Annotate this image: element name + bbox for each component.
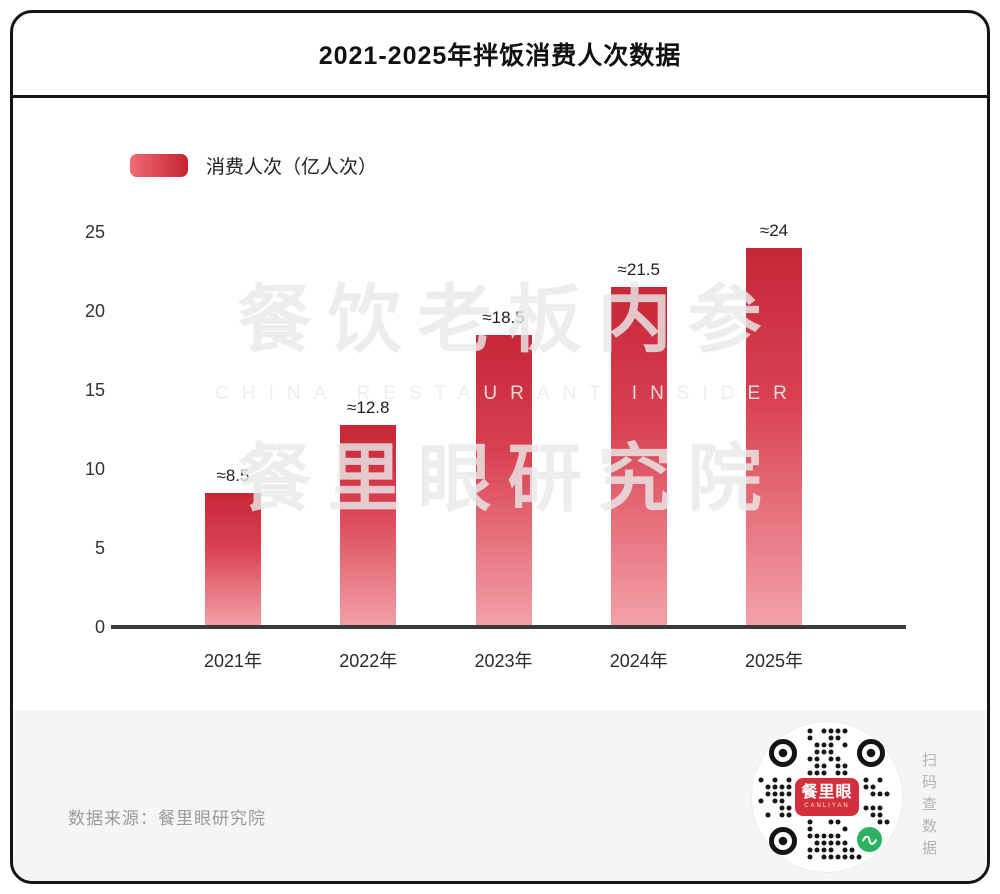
y-axis: 0 5 10 15 20 25 bbox=[57, 222, 105, 637]
bar-slot: ≈12.8 2022年 bbox=[338, 232, 398, 671]
qr-logo-subtext: CANLIYAN bbox=[804, 803, 850, 809]
bar-value-label: ≈8.5 bbox=[216, 465, 250, 485]
bar: ≈21.5 bbox=[610, 260, 667, 627]
y-tick-label: 15 bbox=[84, 380, 105, 400]
card-frame: 2021-2025年拌饭消费人次数据 消费人次（亿人次） 0 5 10 15 20 25 … bbox=[10, 10, 990, 884]
x-axis-line bbox=[111, 625, 906, 629]
scan-hint-text: 扫码查数据 bbox=[920, 752, 937, 862]
bars: ≈8.5 2021年 ≈12.8 2022年 ≈18.5 2023年 ≈21.5 2024年 ≈… bbox=[203, 221, 804, 671]
bar: ≈8.5 bbox=[205, 466, 261, 627]
chart-legend: 消费人次（亿人次） bbox=[130, 152, 377, 179]
bar-slot: ≈21.5 2024年 bbox=[609, 232, 669, 671]
bar-value-label: ≈18.5 bbox=[482, 307, 525, 327]
x-axis-label: 2025年 bbox=[744, 651, 804, 671]
qr-logo-text: 餐里眼 bbox=[801, 784, 853, 801]
bar: ≈18.5 bbox=[475, 308, 532, 627]
y-tick-label: 25 bbox=[84, 222, 105, 242]
x-axis-label: 2022年 bbox=[339, 651, 398, 671]
bar-slot: ≈18.5 2023年 bbox=[474, 232, 534, 671]
y-tick-label: 0 bbox=[94, 617, 105, 637]
bar-value-label: ≈12.8 bbox=[347, 397, 390, 417]
page-title: 2021-2025年拌饭消费人次数据 bbox=[318, 42, 682, 70]
bar-value-label: ≈21.5 bbox=[617, 260, 660, 280]
data-source-text: 数据来源：餐里眼研究院 bbox=[68, 809, 266, 828]
footer: 数据来源：餐里眼研究院 餐里眼 CANLIYAN 扫码查数据 bbox=[13, 710, 987, 881]
y-tick-label: 10 bbox=[84, 459, 105, 479]
bar: ≈24 bbox=[746, 221, 802, 627]
wechat-scan-icon bbox=[854, 824, 885, 855]
qr-code: 餐里眼 CANLIYAN bbox=[752, 722, 902, 872]
header: 2021-2025年拌饭消费人次数据 bbox=[13, 13, 987, 98]
bar-chart: ≈8.5 2021年 ≈12.8 2022年 ≈18.5 2023年 ≈21.5 2024年 ≈… bbox=[111, 221, 906, 671]
qr-center-logo: 餐里眼 CANLIYAN bbox=[795, 778, 859, 816]
legend-label: 消费人次（亿人次） bbox=[206, 157, 378, 178]
scan-swirl-icon bbox=[862, 835, 877, 845]
y-tick-label: 5 bbox=[94, 538, 105, 558]
x-axis-label: 2021年 bbox=[203, 651, 263, 671]
bar-value-label: ≈24 bbox=[759, 220, 789, 240]
legend-swatch bbox=[130, 154, 188, 177]
qr-dots-pattern bbox=[758, 728, 890, 860]
bar-slot: ≈24 2025年 bbox=[744, 221, 804, 671]
y-tick-label: 20 bbox=[84, 301, 105, 321]
x-axis-label: 2024年 bbox=[609, 651, 668, 671]
x-axis-label: 2023年 bbox=[474, 651, 533, 671]
bar: ≈12.8 bbox=[340, 398, 397, 627]
bar-slot: ≈8.5 2021年 bbox=[203, 232, 263, 671]
